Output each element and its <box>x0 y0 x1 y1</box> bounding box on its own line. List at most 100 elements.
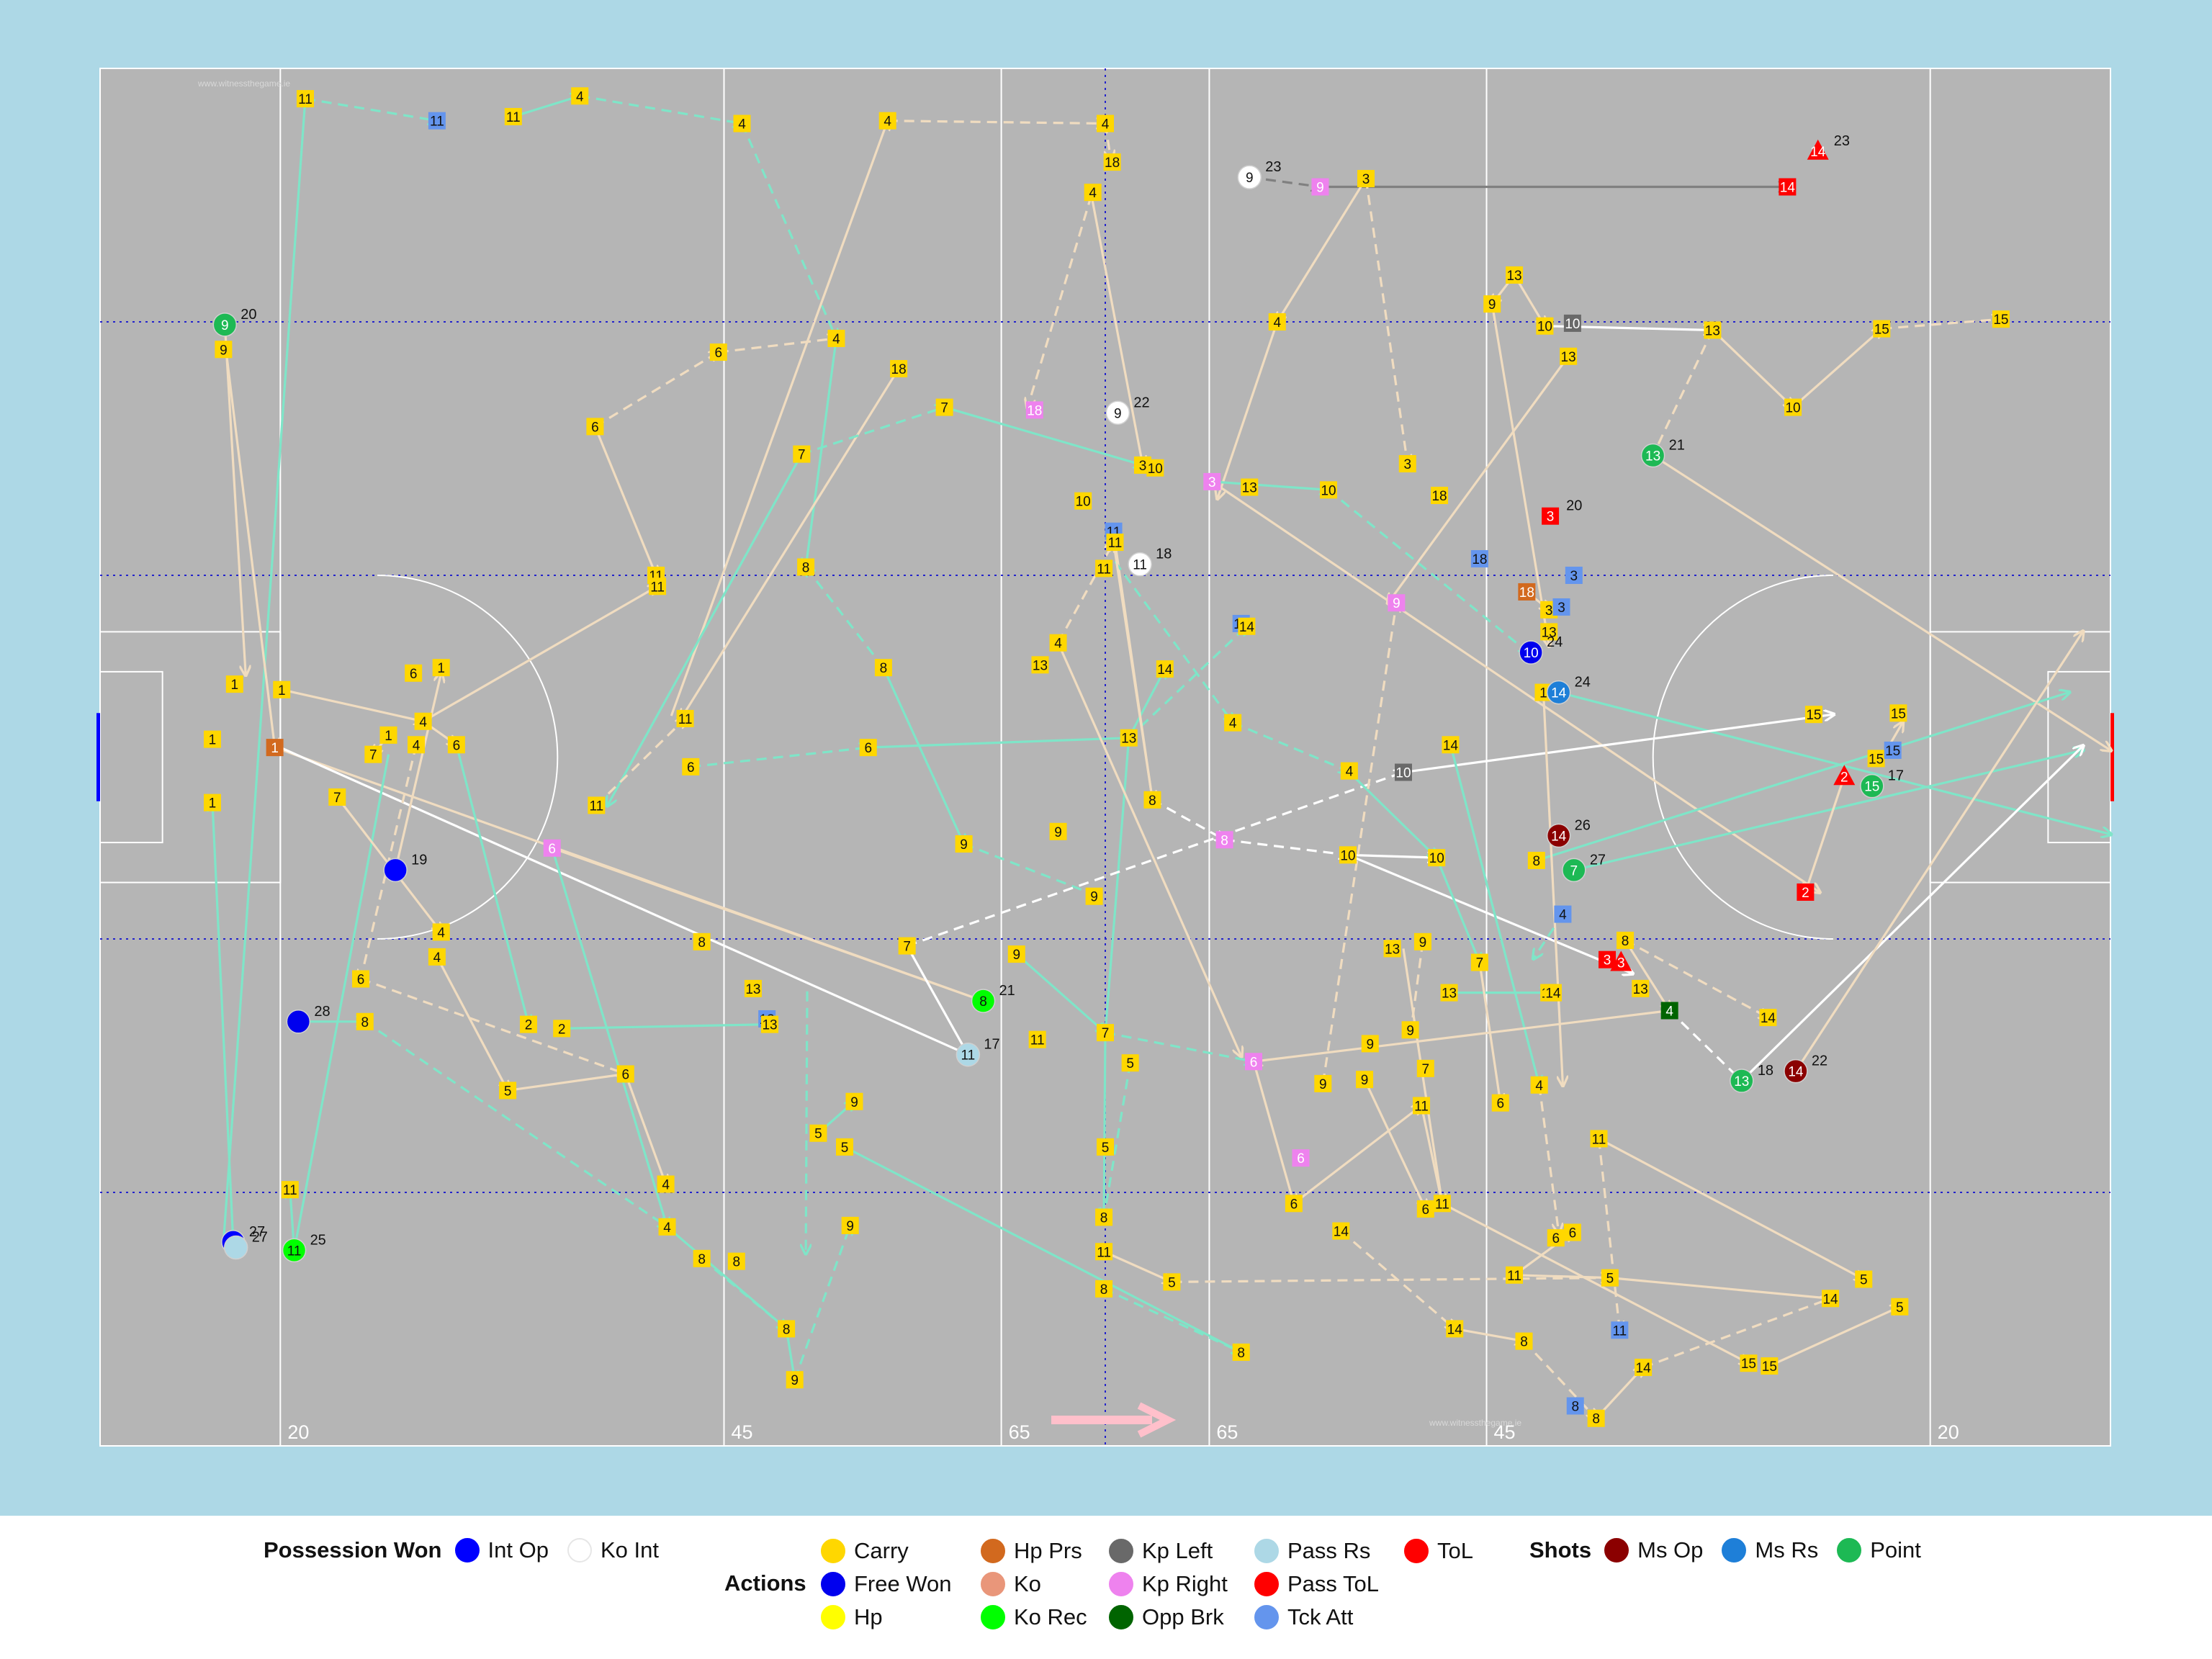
event-marker-carry <box>215 341 233 359</box>
event-label: 9 <box>1319 1077 1327 1092</box>
event-carry: 6 <box>405 664 423 682</box>
event-label: 4 <box>738 117 746 132</box>
event-label: 2 <box>1840 770 1848 785</box>
event-marker-carry <box>1285 1195 1303 1213</box>
action-line-carry <box>1103 1250 1172 1282</box>
pitch-chart: 20 45 65 65 45 20www.witnessthegame.iewww.wit… <box>0 0 2212 1516</box>
event-marker-carry <box>1632 979 1650 997</box>
event-marker-carry <box>1156 660 1174 678</box>
event-carry: 9 <box>215 341 233 359</box>
event-carry: 4 <box>1084 184 1102 201</box>
event-marker-carry <box>1822 1290 1840 1308</box>
event-marker-carry <box>1515 1332 1533 1350</box>
legend-swatch-ms-rs <box>1722 1538 1747 1563</box>
event-label: 8 <box>1237 1346 1245 1361</box>
event-carry: 8 <box>1232 1343 1250 1361</box>
event-marker-carry <box>1804 706 1822 724</box>
event-carry: 18 <box>1103 153 1121 171</box>
event-kp-left: 10 <box>1563 314 1581 332</box>
event-free-won: 28 <box>286 1004 331 1034</box>
event-time: 25 <box>310 1232 326 1248</box>
event-label: 9 <box>1488 297 1496 313</box>
event-marker-carry <box>1238 617 1256 635</box>
event-marker-carry <box>682 757 700 775</box>
event-tck-att: 11 <box>1611 1321 1629 1339</box>
event-carry: 6 <box>586 418 604 436</box>
event-label: 14 <box>1788 1065 1804 1080</box>
event-time: 18 <box>1156 547 1172 562</box>
action-line-carry <box>1794 631 2083 1072</box>
event-carry: 8 <box>727 1252 745 1270</box>
event-carry: 6 <box>1563 1223 1581 1241</box>
legend-label-pass-tol: Pass ToL <box>1287 1571 1379 1596</box>
event-carry: 8 <box>797 558 815 576</box>
event-marker-carry <box>1361 1035 1379 1053</box>
event-marker-carry <box>1560 347 1578 365</box>
event-point: 7 27 <box>1562 852 1606 883</box>
event-carry: 4 <box>733 114 751 132</box>
event-label: 9 <box>220 343 228 358</box>
legend-label-free-won: Free Won <box>854 1571 952 1596</box>
legend-swatch-free-won <box>821 1572 845 1596</box>
event-carry: 11 <box>588 796 606 814</box>
event-label: 4 <box>663 1220 671 1236</box>
event-carry: 15 <box>1804 706 1822 724</box>
event-marker-carry <box>1889 704 1907 722</box>
event-label: 8 <box>1148 793 1156 809</box>
event-label: 13 <box>762 1018 777 1033</box>
action-line-carry <box>670 121 887 716</box>
event-marker-tck-att <box>1554 905 1572 923</box>
action-line-pass <box>551 848 667 1227</box>
event-label: 9 <box>221 318 229 333</box>
event-carry: 4 <box>878 112 896 130</box>
event-carry: 6 <box>447 736 465 754</box>
event-label: 10 <box>1321 483 1336 498</box>
action-line-carry <box>223 341 274 747</box>
event-marker-pass-rs <box>956 1042 981 1067</box>
event-label: 18 <box>1027 403 1042 418</box>
event-label: 15 <box>1885 744 1900 759</box>
event-label: 15 <box>1891 706 1906 721</box>
event-marker-hp-prs <box>1518 583 1536 601</box>
action-line-carry <box>1609 1277 1830 1299</box>
event-time: 27 <box>252 1230 268 1246</box>
event-carry: 15 <box>1867 750 1885 768</box>
event-marker-carry <box>1527 851 1545 869</box>
event-label: 6 <box>357 972 365 987</box>
event-marker-kp-right <box>1292 1149 1310 1167</box>
action-line-pass <box>1104 1033 1105 1217</box>
event-ko-int: 9 22 <box>1105 395 1150 425</box>
event-label: 15 <box>1869 752 1884 767</box>
event-label: 7 <box>798 448 806 463</box>
event-carry: 4 <box>1097 114 1114 132</box>
event-label: 14 <box>1551 686 1567 701</box>
legend-label-hp: Hp <box>854 1604 883 1629</box>
event-label: 11 <box>1030 1033 1045 1048</box>
event-label: 1 <box>1539 686 1547 701</box>
event-marker-carry <box>859 739 877 757</box>
event-point: 13 18 <box>1730 1063 1773 1093</box>
action-line-pass <box>1105 1031 1254 1061</box>
event-label: 3 <box>1570 569 1578 584</box>
event-carry: 13 <box>1241 478 1259 496</box>
event-marker-ms-op <box>1784 1058 1808 1084</box>
event-marker-carry <box>1413 932 1431 950</box>
event-marker-carry <box>1007 945 1025 963</box>
event-free-won: 10 24 <box>1519 634 1563 665</box>
event-marker-carry <box>225 675 243 693</box>
pitch-line-label: 20 <box>1938 1421 1959 1443</box>
event-time: 20 <box>1566 498 1582 514</box>
event-label: 11 <box>1507 1269 1521 1284</box>
action-line-carry <box>1442 1202 1749 1363</box>
event-marker-tck-att <box>1552 598 1570 616</box>
event-carry: 3 <box>1398 455 1416 473</box>
legend-item-free-won: Free Won <box>821 1568 952 1601</box>
event-marker-carry <box>1320 481 1338 499</box>
event-label: 9 <box>846 1219 854 1234</box>
event-marker-carry <box>447 736 465 754</box>
event-tol: 14 <box>1779 178 1797 196</box>
event-label: 4 <box>832 332 840 347</box>
event-carry: 1 <box>225 675 243 693</box>
event-carry: 8 <box>778 1320 796 1338</box>
